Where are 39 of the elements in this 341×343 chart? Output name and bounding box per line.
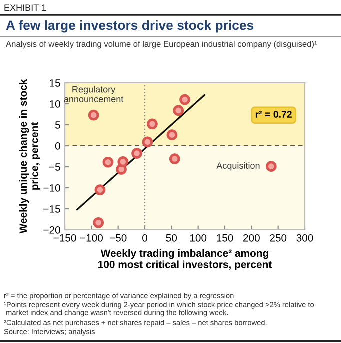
y-tick-label: −20 [44, 226, 60, 234]
y-tick-label: 0 [55, 142, 60, 150]
x-tick-label: 50 [166, 234, 178, 242]
y-tick-label: −15 [44, 206, 60, 213]
point [142, 136, 154, 148]
point [93, 217, 104, 228]
chart-subtitle: Analysis of weekly trading volume of large European industrial company (disguised)¹ [6, 40, 318, 49]
point [94, 184, 106, 196]
point [180, 94, 190, 106]
y-tick-label: 15 [50, 80, 60, 87]
chart-title: A few large investors drive stock prices [6, 20, 254, 33]
point [118, 156, 129, 168]
point [173, 105, 184, 116]
x-axis-title: Weekly trading imbalance² among 100 most critical investors, percent [98, 249, 272, 270]
text: EXHIBIT 1 [4, 4, 46, 11]
x-tick-label: 0 [142, 234, 148, 242]
point [166, 130, 178, 140]
y-tick-label: 5 [55, 122, 60, 129]
y-axis-title: Weekly unique change in stock price, percent [19, 79, 40, 234]
point [266, 161, 277, 172]
point [102, 156, 114, 168]
y-tick-label: −5 [49, 164, 60, 171]
annotation: Acquisition [216, 162, 260, 171]
y-tick-label: 10 [50, 100, 60, 108]
x-tick-label: −150 [54, 234, 76, 242]
x-tick-label: 200 [244, 234, 260, 242]
x-tick-label: −50 [110, 234, 127, 242]
point [88, 110, 100, 121]
x-tick-label: 150 [217, 234, 234, 242]
x-tick-label: 300 [296, 234, 314, 242]
point [169, 154, 180, 164]
x-tick-label: 250 [270, 234, 287, 242]
point [147, 118, 158, 130]
x-tick-label: 100 [190, 234, 207, 242]
y-tick-label: −10 [44, 184, 60, 192]
annotation: Regulatory announcement [64, 86, 124, 102]
point [132, 148, 142, 159]
annotation: r² = 0.72 [256, 111, 292, 118]
x-tick-label: −100 [80, 234, 103, 242]
